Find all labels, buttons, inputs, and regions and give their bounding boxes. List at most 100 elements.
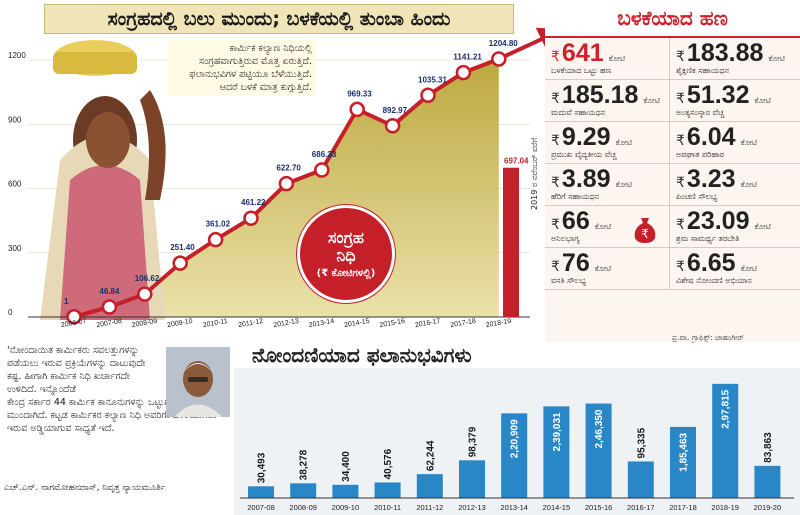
fund-point [349,101,365,118]
quote-text: 'ನೋಂದಾಯಿತ ಕಾರ್ಮಿಕರು ಸವಲತ್ತುಗಳನ್ನು ಪಡೆಯಲು… [7,345,146,395]
fund-value-label: 892.97 [383,106,408,115]
spending-item: ₹23.09 ಕೋಟಿ ಶ್ರಮ ಸಾಮರ್ಥ್ಯ ತರಬೇತಿ [670,206,800,248]
spending-header: ಬಳಕೆಯಾದ ಹಣ [545,0,800,38]
x-tick-label: 2011-12 [416,503,443,512]
beneficiary-value-label: 98,379 [468,426,479,457]
rupee-symbol: ₹ [551,175,560,191]
fund-value-label: 1035.31 [418,75,447,84]
side-bar-note: 2019 ರ ನವೆಂಬರ್ ವರೆಗೆ [530,137,539,210]
spending-amount: ₹76 ಕೋಟಿ [551,250,665,276]
worker-illustration [40,40,166,320]
x-tick-label: 2013-14 [308,318,335,329]
x-tick-label: 2012-13 [273,318,300,329]
x-tick-label: 2010-11 [374,503,401,512]
spending-panel: ಬಳಕೆಯಾದ ಹಣ ₹641 ಕೋಟಿ ಬಳಕೆಯಾದ ಒಟ್ಟು ಹಣ ₹183.… [545,0,800,342]
fund-value-label: 361.02 [206,220,231,229]
beneficiary-bar [543,406,570,498]
fund-point [278,175,295,192]
spending-value: 3.23 [686,165,736,193]
spending-label: ಶ್ರಮ ಸಾಮರ್ಥ್ಯ ತರಬೇತಿ [676,234,740,243]
beneficiary-bar [248,486,274,498]
spending-unit: ಕೋಟಿ [740,264,758,273]
beneficiary-bar [712,383,739,498]
x-tick-label: 2014-15 [543,503,571,512]
spending-amount: ₹641 ಕೋಟಿ [551,40,665,66]
spending-amount: ₹185.18 ಕೋಟಿ [551,82,665,108]
beneficiary-value-label: 38,278 [299,449,310,480]
fund-value-label: 1141.21 [453,53,482,62]
spending-value: 6.65 [686,249,736,277]
spending-item: ₹76 ಕೋಟಿ ವಸತಿ ಸೌಲಭ್ಯ [545,248,670,290]
fund-point [491,51,507,67]
spending-label: ಅಪಘಾತ ಪರಿಹಾರ [676,150,724,159]
rupee-symbol: ₹ [676,217,685,233]
fund-circle-badge: ಸಂಗ್ರಹ ನಿಧಿ (₹ ಕೋಟಿಗಳಲ್ಲಿ) [297,205,395,303]
x-tick-label: 2007-08 [247,503,275,512]
spending-label: ಅನಿಲಭಾಗ್ಯ [551,234,580,243]
beneficiary-value-label: 2,97,815 [721,389,732,428]
spending-amount: ₹23.09 ಕೋಟಿ [676,208,796,234]
fund-value-label: 46.84 [99,287,120,296]
spending-value: 9.29 [561,123,611,151]
beneficiary-bar [627,461,654,498]
rupee-symbol: ₹ [676,91,685,107]
x-tick-label: 2015-16 [379,318,406,329]
y-tick-label: 600 [8,180,22,189]
spending-amount: ₹6.65 ಕೋಟಿ [676,250,796,276]
spending-unit: ಕೋಟಿ [615,180,633,189]
spending-value: 3.89 [561,165,611,193]
x-tick-label: 2019-20 [754,503,782,512]
spending-amount: ₹9.29 ಕೋಟಿ [551,124,665,150]
fund-value-label: 969.33 [347,89,372,98]
x-tick-label: 2018-19 [711,503,739,512]
spending-item: ₹185.18 ಕೋಟಿ ಮದುವೆ ಸಹಾಯಧನ [545,80,670,122]
x-tick-label: 2014-15 [344,318,371,329]
side-bar-value-label: 697.04 [504,157,529,166]
spending-amount: ₹6.04 ಕೋಟಿ [676,124,796,150]
spending-item: ₹51.32 ಕೋಟಿ ಅಂತ್ಯಸಂಸ್ಕಾರ ವೆಚ್ಚ [670,80,800,122]
spending-unit: ಕೋಟಿ [615,138,633,147]
x-tick-label: 2017-18 [669,503,697,512]
money-bag-icon: ₹ [634,218,656,243]
beneficiary-bar [374,482,401,498]
fund-point [66,309,82,325]
spending-value: 76 [561,249,590,277]
x-tick-label: 2011-12 [238,318,264,329]
fund-circle-line1: ಸಂಗ್ರಹ [327,228,364,247]
svg-text:₹: ₹ [641,227,649,241]
beneficiary-value-label: 30,493 [257,452,268,483]
x-tick-label: 2008-09 [289,503,317,512]
fund-value-label: 622.70 [276,164,301,173]
y-tick-label: 0 [8,308,13,317]
spending-label: ಶೈಕ್ಷಣಿಕ ಸಹಾಯಧನ [676,66,729,75]
graphics-credit: ಪ್ರ.ವಾ. ಗ್ರಾಫಿಕ್ಸ್: ಜಾಹಂಗೀರ್ [672,333,744,342]
spending-unit: ಕೋಟಿ [608,54,626,63]
x-tick-label: 2012-13 [458,503,486,512]
x-tick-label: 2006-07 [60,318,87,329]
fund-point [172,255,188,271]
spending-label: ವಸತಿ ಸೌಲಭ್ಯ [551,276,587,285]
rupee-symbol: ₹ [676,259,685,275]
spending-grid: ₹641 ಕೋಟಿ ಬಳಕೆಯಾದ ಒಟ್ಟು ಹಣ ₹183.88 ಕೋಟಿ ಶೈಕ್ಷ… [545,38,800,290]
fund-value-label: 1204.80 [489,39,518,48]
beneficiary-value-label: 1,85,463 [679,432,690,471]
beneficiary-value-label: 34,400 [341,451,352,482]
fund-value-label: 461.22 [241,198,266,207]
fund-value-label: 1 [64,297,69,306]
rupee-symbol: ₹ [676,133,685,149]
fund-point [314,162,330,178]
arrow-head-icon [535,27,545,47]
spending-item: ₹3.89 ಕೋಟಿ ಹೆರಿಗೆ ಸಹಾಯಧನ [545,164,670,206]
spending-amount: ₹51.32 ಕೋಟಿ [676,82,796,108]
fund-point [101,299,118,315]
spending-unit: ಕೋಟಿ [594,264,612,273]
spending-unit: ಕೋಟಿ [754,222,772,231]
x-tick-label: 2007-08 [96,318,123,329]
x-tick-label: 2010-11 [202,318,228,329]
beneficiary-bar [585,403,612,498]
x-tick-label: 2009-10 [167,318,194,329]
spending-value: 66 [561,207,590,235]
spending-label: ಪ್ರಮುಖ ವೈದ್ಯಕೀಯ ವೆಚ್ಚ [551,150,617,159]
beneficiary-value-label: 2,46,350 [594,409,605,448]
spending-label: ಹೆರಿಗೆ ಸಹಾಯಧನ [551,192,600,201]
